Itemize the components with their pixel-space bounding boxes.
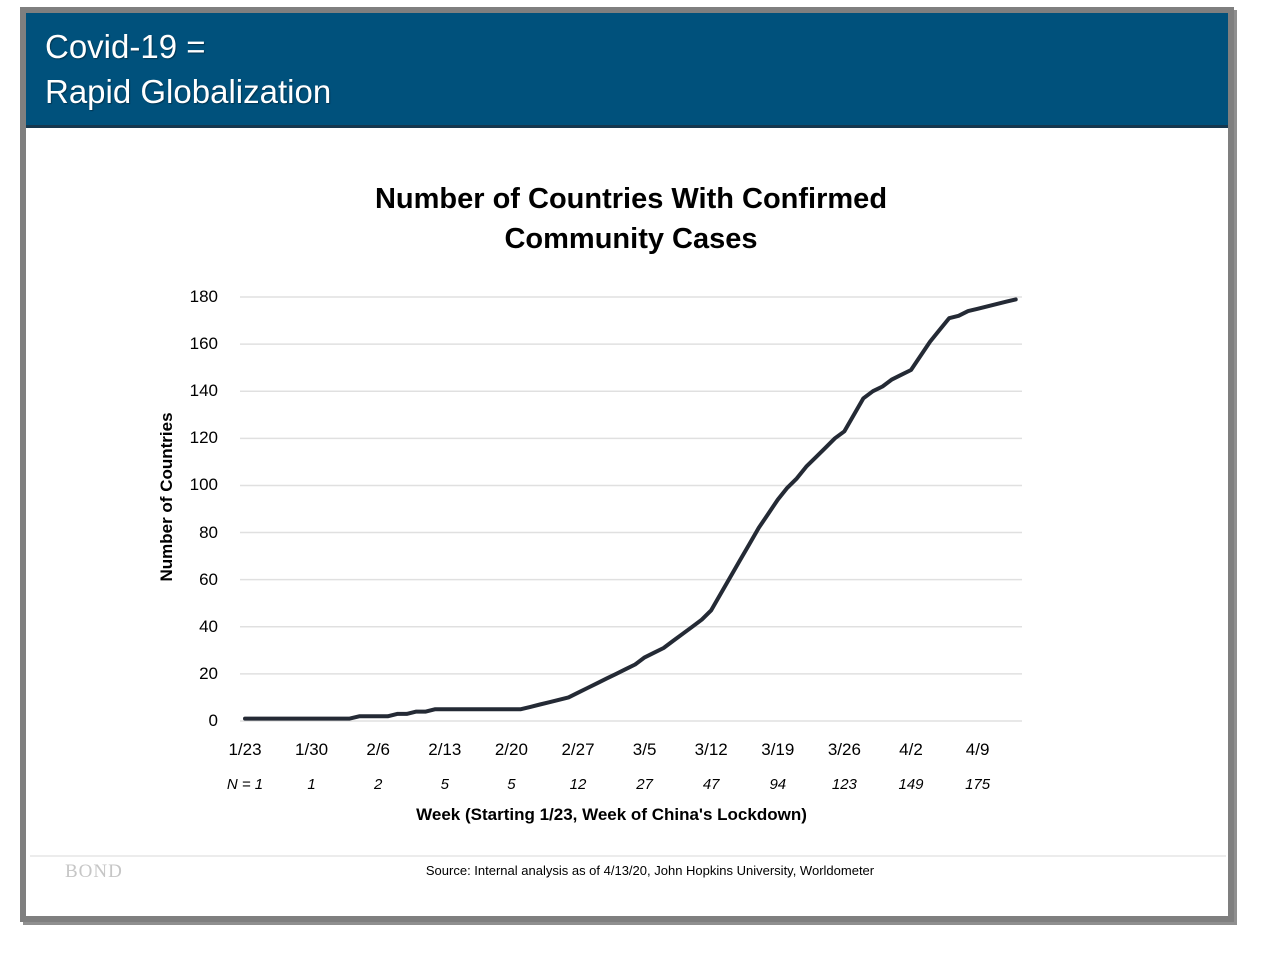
x-tick-label: 3/5 (632, 740, 657, 759)
y-tick-label: 100 (189, 475, 218, 495)
x-axis-title: Week (Starting 1/23, Week of China's Loc… (416, 805, 807, 824)
y-tick-label: 180 (189, 287, 218, 306)
x-tick-label: 3/19 (761, 740, 795, 759)
x-tick-label: 4/9 (965, 740, 990, 759)
n-value-label: 94 (769, 776, 787, 793)
y-tick-label: 60 (199, 569, 218, 589)
slide-body: Covid-19 = Rapid Globalization Number of… (26, 13, 1228, 916)
x-tick-label: 1/23 (228, 740, 262, 759)
slide-header: Covid-19 = Rapid Globalization (26, 13, 1228, 128)
slide: Covid-19 = Rapid Globalization Number of… (20, 7, 1234, 922)
y-tick-label: 120 (189, 428, 218, 448)
n-value-label: 47 (702, 776, 720, 793)
y-tick-label: 0 (208, 711, 218, 730)
y-tick-label: 160 (189, 334, 218, 354)
n-value-label: 5 (507, 776, 516, 793)
x-tick-label: 4/2 (899, 740, 923, 759)
line-chart-plot (240, 296, 1022, 722)
y-tick-label: 80 (199, 522, 218, 542)
chart-title-line1: Number of Countries With Confirmed (374, 183, 888, 215)
n-value-label: 2 (374, 776, 383, 793)
n-value-label: 1 (307, 776, 316, 793)
source-text: Source: Internal analysis as of 4/13/20,… (425, 863, 875, 878)
slide-title-line1: Covid-19 = (45, 28, 206, 65)
x-tick-label: 2/13 (428, 740, 462, 759)
y-tick-label: 40 (199, 616, 218, 636)
x-tick-label: 3/26 (827, 740, 861, 759)
n-value-label: 123 (831, 776, 857, 793)
x-tick-label: 2/6 (366, 740, 390, 759)
chart-title-line2: Community Cases (504, 223, 758, 255)
footer-divider (30, 855, 1226, 857)
y-tick-label: 140 (189, 381, 218, 401)
slide-title: Covid-19 = Rapid Globalization (45, 24, 331, 114)
bond-logo: BOND (65, 861, 123, 882)
n-value-label: 149 (898, 776, 924, 793)
x-tick-label: 2/20 (494, 740, 528, 759)
n-value-label: 175 (965, 776, 991, 793)
n-value-label: 27 (636, 776, 653, 793)
n-value-label: 12 (569, 776, 587, 793)
y-tick-label: 20 (199, 663, 218, 683)
n-value-label: N = 1 (226, 776, 264, 793)
chart-title: Number of Countries With Confirmed Commu… (240, 179, 1022, 259)
n-value-label: 5 (440, 776, 449, 793)
x-tick-label: 3/12 (694, 740, 728, 759)
x-tick-label: 2/27 (561, 740, 595, 759)
data-line (243, 297, 1018, 721)
x-tick-label: 1/30 (295, 740, 329, 759)
slide-title-line2: Rapid Globalization (45, 73, 332, 110)
